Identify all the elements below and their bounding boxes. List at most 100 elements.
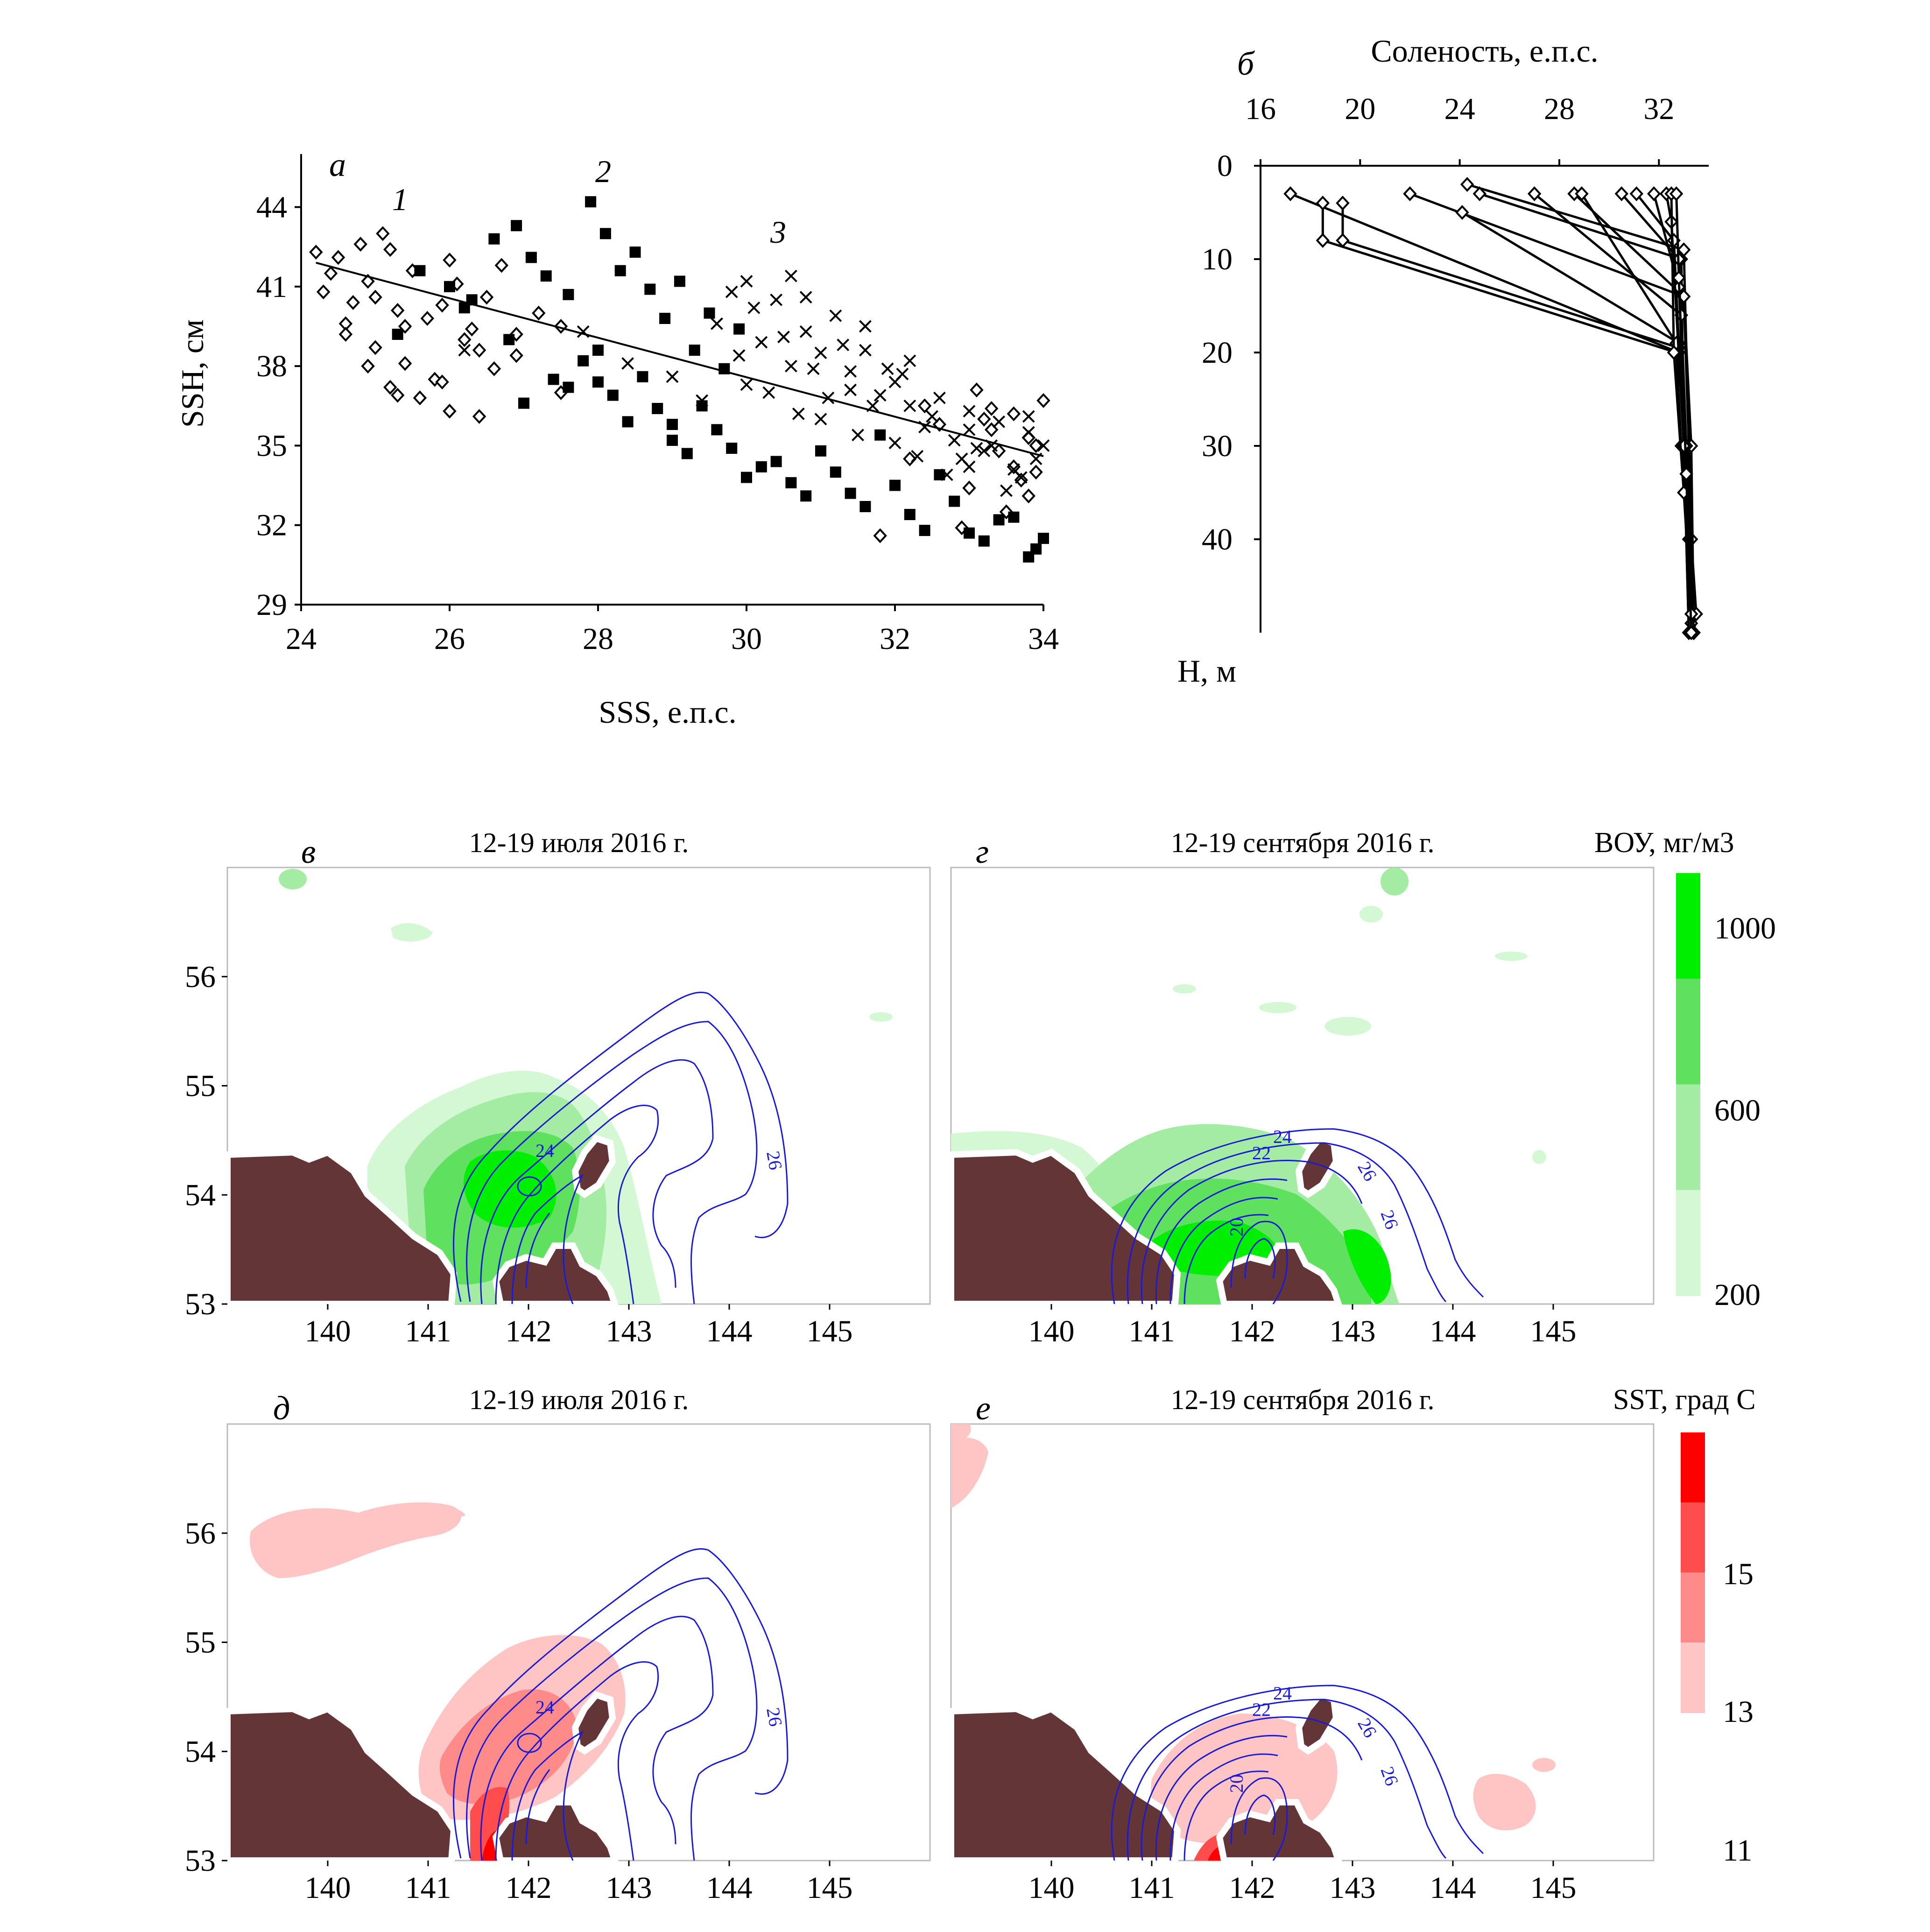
x-tick-label: 30 [731,622,762,656]
panel-letter-b: б [1237,45,1255,82]
square-point [964,527,975,539]
profile-point [1460,177,1474,192]
map-y-tick-label: 54 [185,1735,216,1769]
y-tick-label: 40 [1202,522,1233,557]
cross-point [829,309,842,322]
y-axis-label-a: SSH, см [175,319,210,428]
diamond-point [390,303,405,318]
diamond-point [316,284,331,300]
contour-label: 22 [1252,1699,1271,1720]
square-point [696,400,708,412]
cross-point [784,360,797,373]
square-point [978,535,990,547]
panel-letter-e: е [976,1389,991,1427]
square-point [599,228,611,240]
square-point [800,490,812,502]
cross-point [896,367,909,381]
x-tick-label: 34 [1028,622,1059,656]
profile-axes: 16 20 24 28 32 0 10 20 30 40 [1202,92,1709,633]
map-x-tick-label: 142 [1229,1314,1275,1348]
cross-point [940,468,953,481]
cross-point [740,275,753,288]
series-label-3: 3 [770,214,786,250]
contour-label: 24 [1273,1683,1292,1704]
map-y-tick-label: 53 [185,1287,216,1321]
cross-point [978,444,991,458]
colorbar-tick-label: 600 [1714,1093,1761,1128]
diamond-point [420,310,435,326]
profile-point [1667,345,1681,360]
diamond-point [479,289,494,305]
cross-point [822,391,835,404]
cross-point [859,320,872,333]
cross-point [1014,471,1028,484]
map-x-tick-label: 144 [1430,1314,1476,1348]
diamond-point [324,266,338,281]
salinity-profile-line [1573,193,1695,633]
map-x-tick-label: 140 [305,1314,351,1348]
diamond-point [435,297,449,313]
colorbar-segment [1676,873,1700,980]
square-point [563,289,574,300]
colorbar-sst: SST, град С 15 13 11 [1613,1384,1756,1868]
map-x-tick-label: 143 [1330,1871,1376,1905]
diamond-point [443,403,457,419]
map-x-tick-label: 142 [1229,1871,1275,1905]
colorbar-segment [1681,1432,1705,1503]
cross-point [963,423,976,436]
square-point [704,307,715,319]
cross-point [733,349,746,362]
x-tick-label: 16 [1245,92,1276,126]
scatter-points [309,196,1050,563]
y-tick-label: 35 [256,429,287,463]
x-tick-label: 24 [286,622,317,656]
y-tick-label: 41 [256,270,287,304]
profile-point [1527,186,1542,201]
square-point [741,472,752,483]
square-point [592,345,604,356]
profile-point [1403,186,1417,201]
contour-lines [1111,1128,1484,1304]
colorbar-segment [1676,1190,1700,1296]
panel-title-v: 12-19 июля 2016 г. [469,827,689,858]
cross-point [725,285,738,298]
salinity-profile-line [1675,193,1693,633]
contour-lines [452,1548,789,1861]
salinity-profile-line [1321,203,1695,633]
square-point [785,477,797,488]
map-x-tick-label: 142 [506,1871,552,1905]
y-axis-label-b: Н, м [1177,653,1236,689]
diamond-point [383,242,397,257]
profile-point [1679,466,1693,481]
cross-point [710,317,723,330]
square-point [525,252,537,263]
square-point [711,424,723,436]
map-tick-labels: 140 141 142 143 144 145 53 54 55 56 140 141 142 143 14… [185,960,1577,1905]
cross-point [859,344,872,357]
diamond-point [494,258,509,273]
profile-point [1672,270,1686,285]
cross-point [1037,439,1050,452]
colorbar-title: SST, град С [1613,1384,1756,1416]
y-tick-label: 0 [1217,149,1233,183]
cross-point [911,450,924,463]
diamond-point [992,443,1006,458]
colorbar-segment [1681,1572,1705,1643]
square-point [770,456,782,467]
map-x-tick-label: 143 [606,1871,652,1905]
diamond-point [1029,465,1043,480]
colorbar-tick-label: 1000 [1714,911,1776,945]
diamond-point [398,356,412,371]
map-y-tick-label: 55 [185,1626,216,1660]
x-tick-label: 32 [1643,92,1674,126]
square-point [518,397,529,409]
square-point [949,495,960,507]
cross-point [621,357,634,370]
cross-point [747,301,761,314]
cross-point [458,344,471,357]
map-x-tick-label: 144 [1430,1871,1476,1905]
x-tick-label: 26 [434,622,465,656]
profile-point [1684,625,1698,640]
salinity-profile-line [1670,193,1693,614]
